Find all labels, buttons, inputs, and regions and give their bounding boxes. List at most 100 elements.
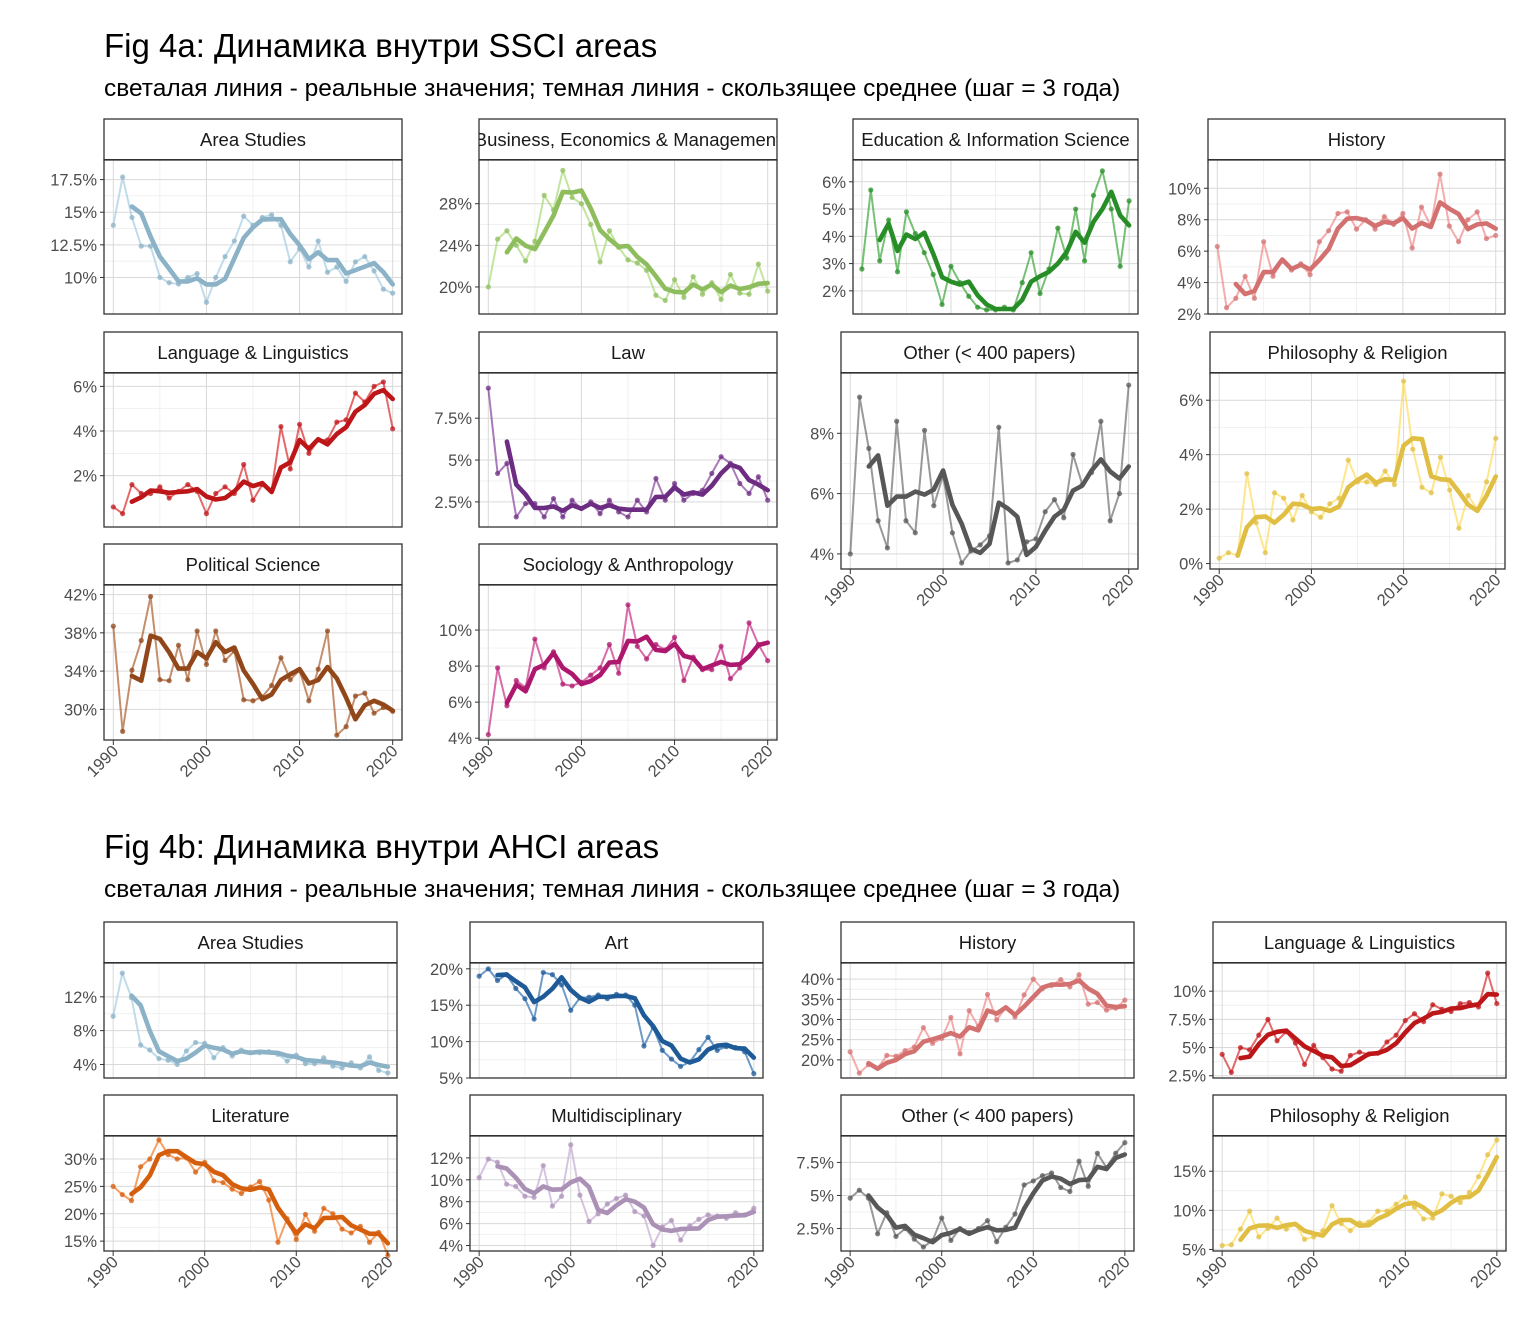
y-tick-label: 30% (64, 701, 97, 719)
strip-box (852, 118, 1139, 161)
moving-average-line (866, 978, 1128, 1072)
x-tick-label: 1990 (83, 1253, 122, 1292)
y-tick-label: 4% (448, 730, 472, 748)
y-tick-label: 5% (439, 1070, 463, 1088)
real-value-point (920, 1024, 927, 1031)
real-value-point (1237, 1226, 1244, 1232)
real-value-point (339, 1065, 345, 1071)
strip-label: Business, Economics & Management (475, 129, 781, 150)
y-tick-label: 0% (1179, 556, 1203, 574)
real-value-point (495, 470, 501, 477)
real-value-point (485, 1156, 491, 1162)
real-value-point (668, 1056, 675, 1062)
fig-a-title: Fig 4a: Динамика внутри SSCI areas (104, 27, 658, 64)
real-value-point (939, 301, 945, 308)
real-value-point (959, 560, 965, 566)
x-tick-label: 2010 (1374, 571, 1413, 610)
real-value-point (1393, 1201, 1399, 1207)
real-value-point (650, 1242, 656, 1249)
real-value-point (1382, 468, 1388, 474)
real-value-point (1090, 192, 1097, 199)
x-tick-label: 2010 (645, 742, 684, 781)
real-value-point (1021, 992, 1027, 998)
real-value-point (166, 280, 172, 286)
moving-average-line (504, 188, 771, 295)
real-value-point (348, 1230, 354, 1236)
real-value-point (568, 1007, 574, 1013)
y-tick-label: 10% (430, 1034, 463, 1052)
real-value-point (296, 421, 303, 427)
panel-history: History 2% 4% 6% 8% 10% (1168, 118, 1506, 324)
real-value-point (1117, 263, 1123, 269)
real-value-point (185, 481, 191, 488)
real-value-point (540, 969, 546, 976)
strip-label: History (959, 932, 1017, 953)
y-tick-label: 24% (439, 237, 472, 255)
real-value-point (751, 1071, 757, 1077)
real-value-point (1345, 457, 1351, 463)
real-value-point (634, 643, 640, 649)
real-value-point (868, 187, 874, 193)
moving-average-line (495, 1163, 757, 1234)
real-value-point (1055, 225, 1061, 231)
x-tick-label: 2000 (177, 742, 216, 781)
real-value-point (1420, 1216, 1427, 1222)
real-value-point (1485, 970, 1491, 976)
panel-border (469, 1135, 764, 1252)
real-value-point (1493, 232, 1499, 239)
real-value-point (1048, 1170, 1055, 1176)
panel-border (852, 159, 1139, 315)
real-value-point (569, 194, 575, 201)
real-value-point (287, 259, 293, 265)
real-value-point (604, 1201, 610, 1207)
real-value-point (513, 985, 519, 992)
real-value-point (569, 683, 575, 689)
real-value-point (1247, 1208, 1253, 1214)
y-tick-label: 7.5% (796, 1154, 834, 1172)
real-value-point (120, 511, 126, 517)
real-value-point (975, 304, 981, 310)
real-value-point (306, 264, 312, 270)
real-value-point (737, 480, 743, 487)
real-value-point (362, 690, 368, 696)
y-tick-label: 10% (439, 622, 472, 640)
real-value-point (920, 1244, 927, 1250)
real-value-point (939, 1215, 945, 1221)
strip-label: History (1328, 129, 1386, 150)
real-value-point (390, 426, 396, 432)
y-tick-label: 10% (430, 1172, 463, 1190)
x-tick-label: 2020 (1467, 1253, 1506, 1292)
panel-border (478, 584, 778, 741)
y-tick-label: 5% (1182, 1040, 1206, 1058)
moving-average-line (504, 439, 771, 514)
strip-box (1209, 331, 1506, 374)
real-value-point (1098, 418, 1104, 424)
real-value-point (110, 504, 116, 510)
real-value-point (1113, 1150, 1119, 1156)
x-tick-label: 2020 (1095, 1253, 1134, 1292)
real-value-point (668, 1217, 675, 1223)
real-value-point (653, 475, 659, 482)
real-value-point (504, 1181, 510, 1187)
real-value-point (1262, 550, 1268, 556)
y-tick-label: 8% (448, 658, 472, 676)
real-value-point (671, 480, 678, 487)
real-value-point (558, 1193, 565, 1199)
real-value-point (1012, 1211, 1018, 1217)
real-value-point (315, 666, 321, 672)
real-value-point (1214, 243, 1220, 250)
x-tick-label: 1990 (820, 1253, 859, 1292)
real-value-point (1094, 1150, 1100, 1156)
real-value-point (238, 1190, 244, 1197)
real-value-point (1122, 997, 1128, 1003)
real-value-point (485, 731, 491, 738)
panel-literature: Literature 15% 20% 25% 30% 1990 2000 2010 2020 (64, 1094, 398, 1292)
x-tick-label: 2000 (912, 1253, 951, 1292)
real-value-point (903, 518, 909, 524)
real-value-point (120, 728, 126, 734)
real-value-point (644, 656, 650, 662)
real-value-point (681, 677, 687, 684)
real-value-point (1465, 492, 1471, 499)
strip-label: Area Studies (198, 932, 304, 953)
